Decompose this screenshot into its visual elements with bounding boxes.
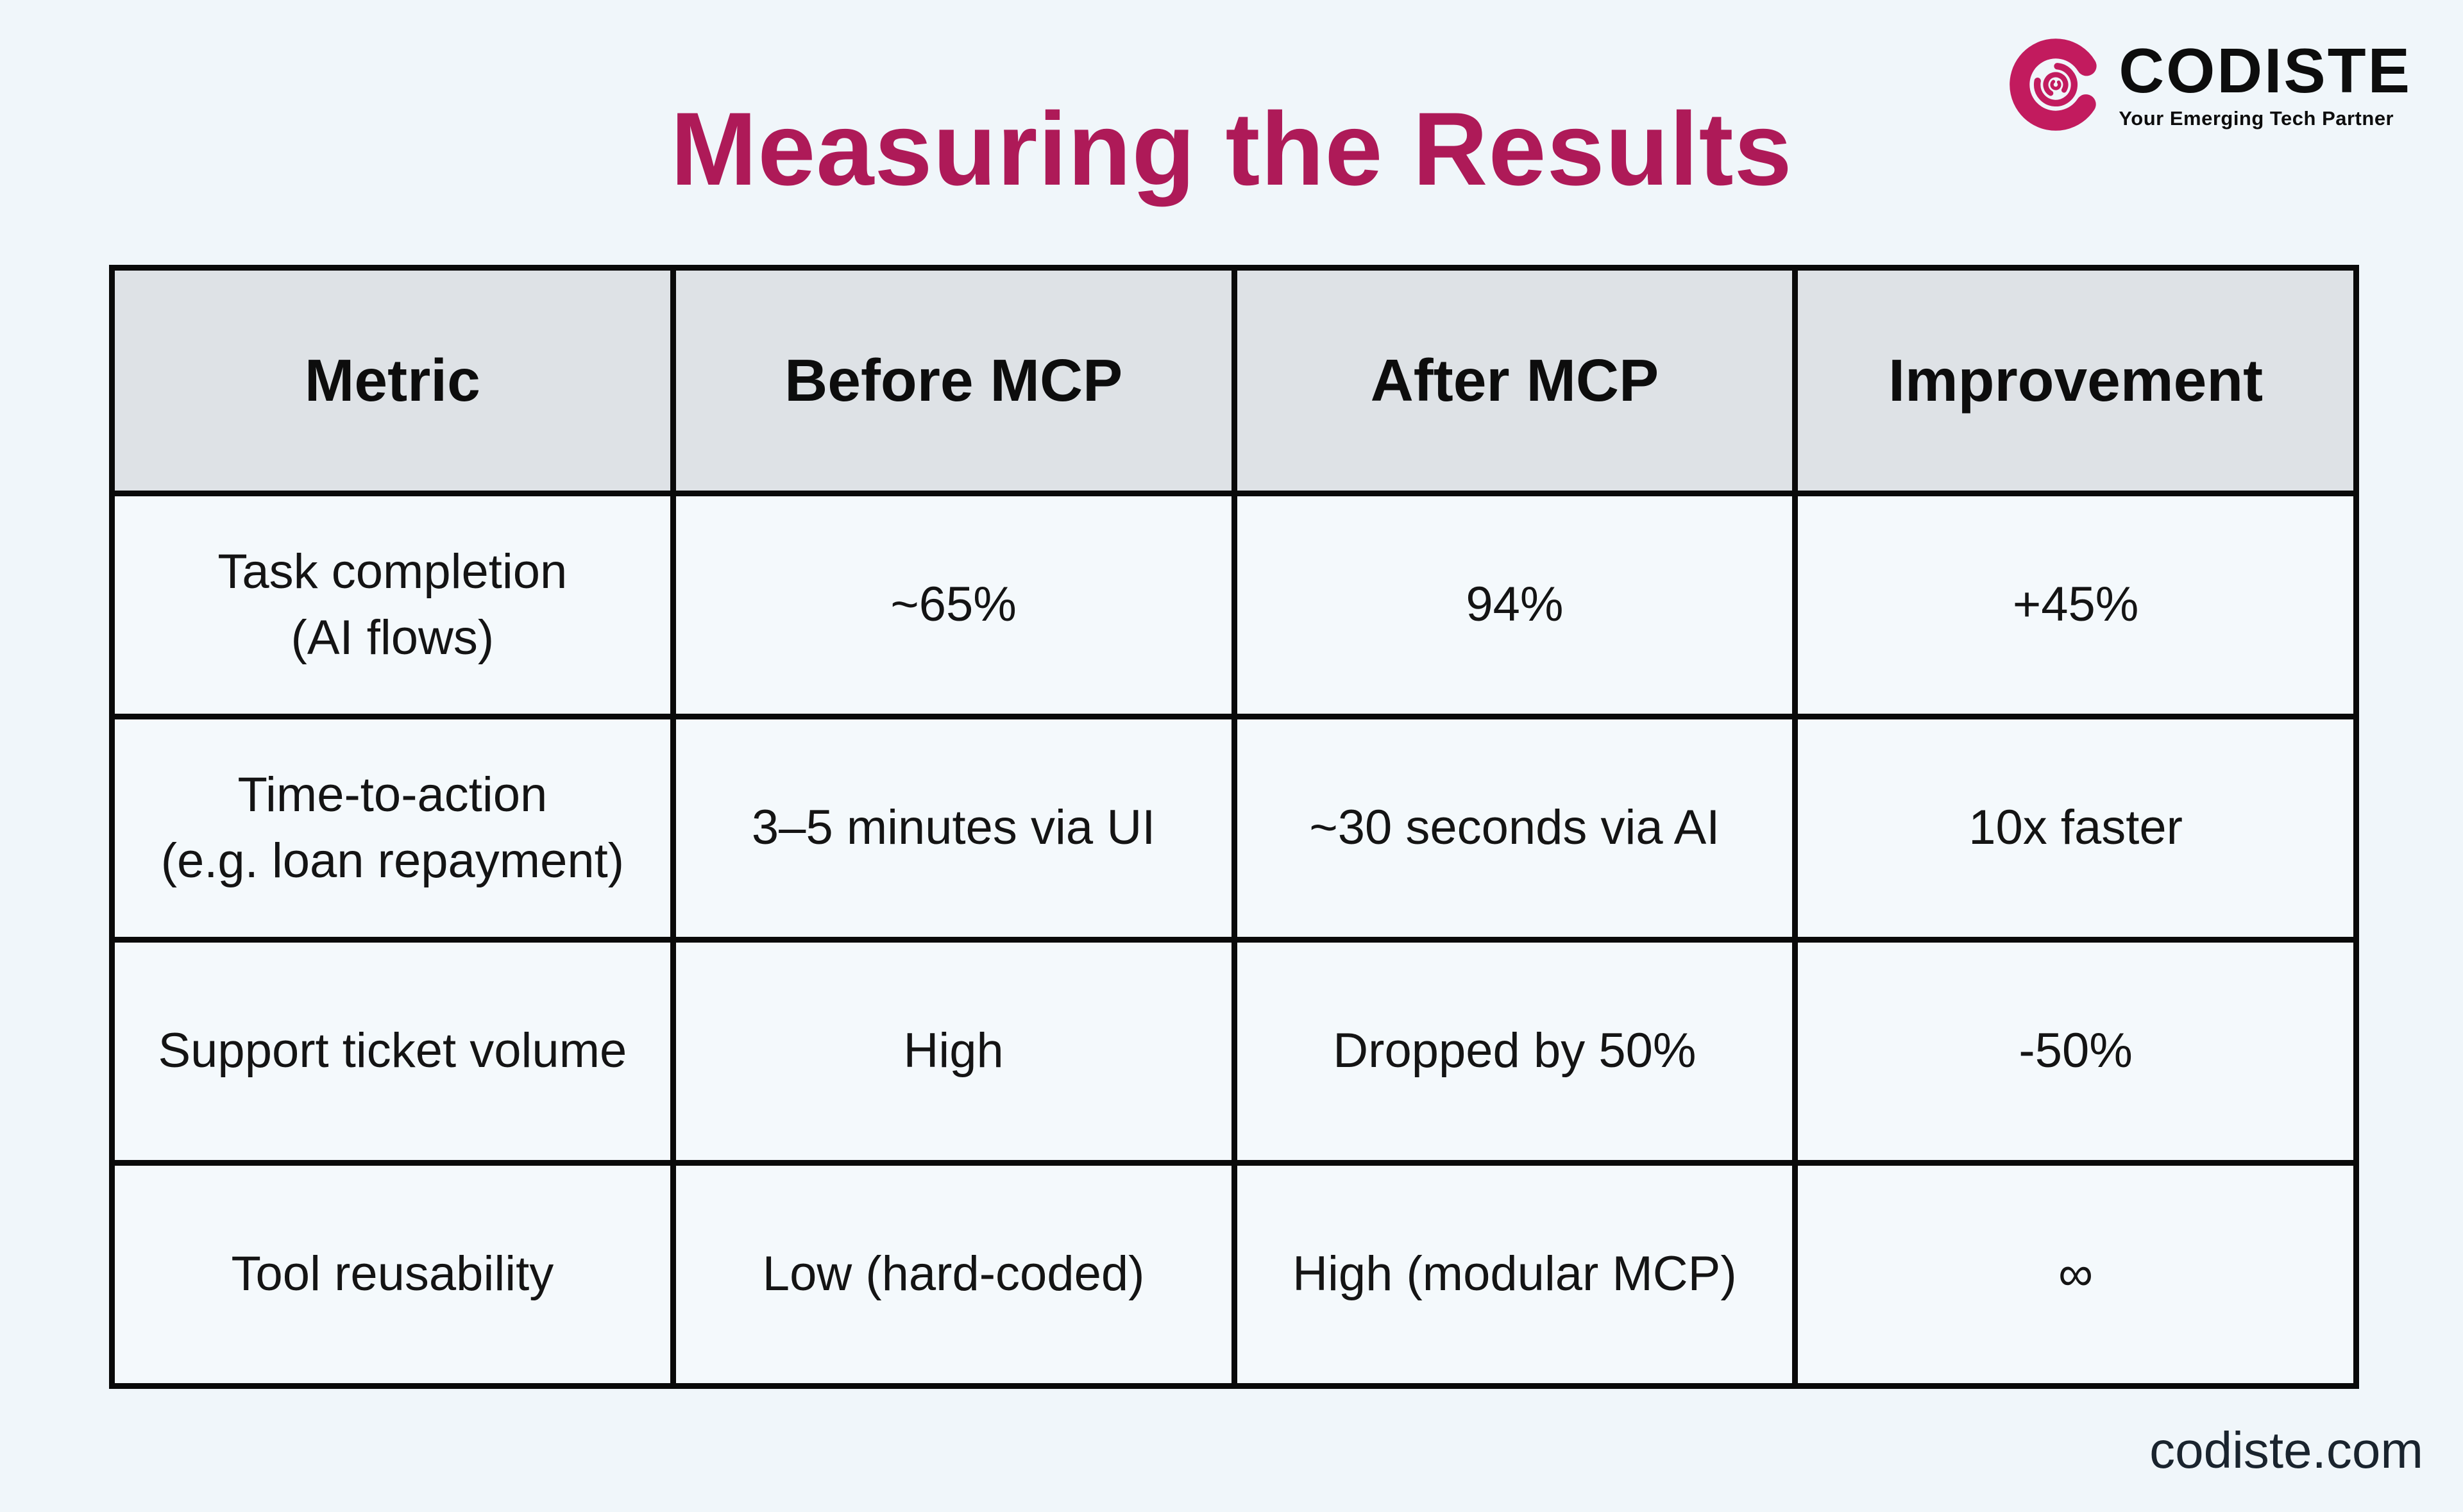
results-table: Metric Before MCP After MCP Improvement … — [109, 265, 2359, 1389]
col-header-improvement: Improvement — [1792, 265, 2359, 496]
codiste-logo: CODISTE Your Emerging Tech Partner — [2008, 37, 2412, 132]
cell-after: 94% — [1231, 491, 1799, 719]
logo-text-block: CODISTE Your Emerging Tech Partner — [2119, 39, 2412, 130]
table-row: Time-to-action (e.g. loan repayment) 3–5… — [109, 714, 2359, 943]
cell-after: Dropped by 50% — [1231, 937, 1799, 1166]
cell-after: High (modular MCP) — [1231, 1160, 1799, 1389]
cell-metric: Tool reusability — [109, 1160, 676, 1389]
logo-tagline: Your Emerging Tech Partner — [2119, 107, 2394, 130]
logo-brand-name: CODISTE — [2119, 35, 2412, 106]
cell-before: 3–5 minutes via UI — [670, 714, 1237, 943]
col-header-metric: Metric — [109, 265, 676, 496]
cell-before: ~65% — [670, 491, 1237, 719]
cell-improvement: ∞ — [1792, 1160, 2359, 1389]
cell-metric: Time-to-action (e.g. loan repayment) — [109, 714, 676, 943]
codiste-logo-icon — [2010, 38, 2103, 131]
col-header-after-mcp: After MCP — [1231, 265, 1799, 496]
cell-improvement: -50% — [1792, 937, 2359, 1166]
table-header-row: Metric Before MCP After MCP Improvement — [109, 265, 2359, 496]
cell-before: High — [670, 937, 1237, 1166]
cell-before: Low (hard-coded) — [670, 1160, 1237, 1389]
table-row: Support ticket volume High Dropped by 50… — [109, 937, 2359, 1166]
cell-metric: Task completion (AI flows) — [109, 491, 676, 719]
cell-improvement: 10x faster — [1792, 714, 2359, 943]
cell-after: ~30 seconds via AI — [1231, 714, 1799, 943]
page-title: Measuring the Results — [670, 91, 1793, 207]
col-header-before-mcp: Before MCP — [670, 265, 1237, 496]
table-row: Task completion (AI flows) ~65% 94% +45% — [109, 491, 2359, 719]
cell-metric: Support ticket volume — [109, 937, 676, 1166]
table-row: Tool reusability Low (hard-coded) High (… — [109, 1160, 2359, 1389]
footer-website: codiste.com — [2149, 1422, 2423, 1479]
cell-improvement: +45% — [1792, 491, 2359, 719]
